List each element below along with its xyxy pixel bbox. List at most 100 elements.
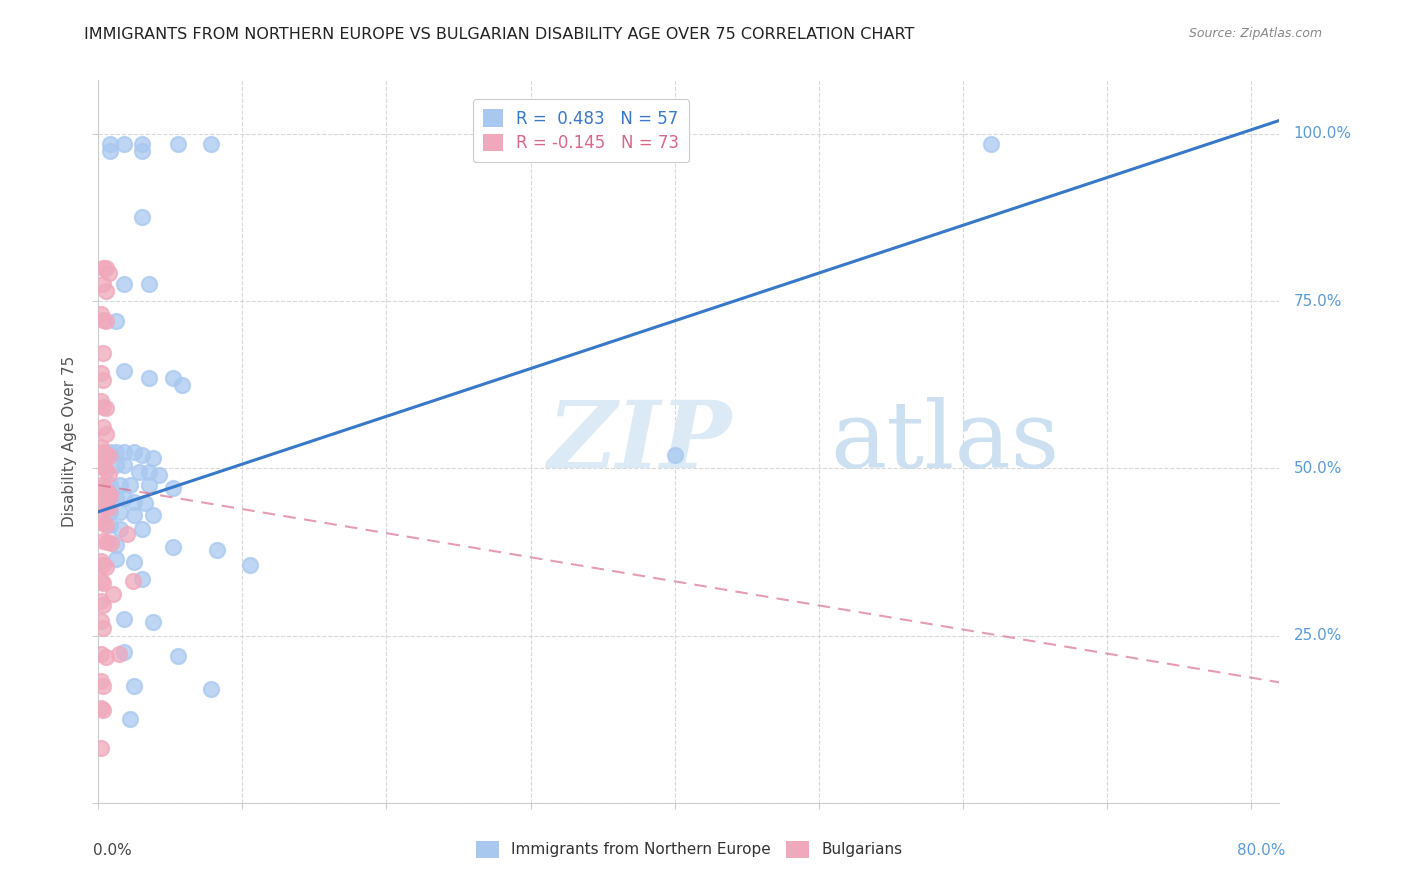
Point <box>124 555 146 569</box>
Point <box>90 553 112 568</box>
Point <box>90 478 112 492</box>
Legend: Immigrants from Northern Europe, Bulgarians: Immigrants from Northern Europe, Bulgari… <box>470 835 908 863</box>
Point <box>142 615 165 630</box>
Point <box>91 496 114 510</box>
Point <box>98 136 121 151</box>
Point <box>1354 254 1376 268</box>
Text: Source: ZipAtlas.com: Source: ZipAtlas.com <box>1188 27 1322 40</box>
Point <box>91 400 114 414</box>
Text: 25.0%: 25.0% <box>1294 628 1341 643</box>
Point <box>131 448 153 462</box>
Point <box>91 480 114 494</box>
Point <box>91 576 114 591</box>
Point <box>94 500 117 514</box>
Point <box>97 266 120 280</box>
Point <box>200 136 222 151</box>
Point <box>162 482 184 496</box>
Point <box>112 136 135 151</box>
Point <box>104 491 127 506</box>
Point <box>90 307 112 322</box>
Point <box>104 538 127 552</box>
Point <box>134 496 156 510</box>
Point <box>97 501 120 516</box>
Y-axis label: Disability Age Over 75: Disability Age Over 75 <box>62 356 77 527</box>
Point <box>664 448 686 462</box>
Text: 75.0%: 75.0% <box>1294 293 1341 309</box>
Point <box>91 599 114 613</box>
Point <box>90 701 112 715</box>
Point <box>128 465 150 479</box>
Point <box>166 136 188 151</box>
Point <box>166 648 188 663</box>
Point <box>98 144 121 158</box>
Point <box>97 487 120 501</box>
Point <box>90 440 112 454</box>
Point <box>91 516 114 530</box>
Point <box>96 534 118 549</box>
Point <box>97 450 120 464</box>
Text: 100.0%: 100.0% <box>1294 127 1351 141</box>
Point <box>104 314 127 328</box>
Point <box>97 467 120 481</box>
Point <box>205 542 228 557</box>
Point <box>91 558 114 573</box>
Point <box>98 505 121 519</box>
Point <box>94 401 117 416</box>
Point <box>131 144 153 158</box>
Point <box>90 614 112 628</box>
Point <box>124 444 146 458</box>
Point <box>91 313 114 327</box>
Point <box>120 712 142 726</box>
Point <box>90 594 112 608</box>
Point <box>124 508 146 523</box>
Point <box>104 458 127 472</box>
Point <box>104 551 127 566</box>
Text: 0.0%: 0.0% <box>93 843 131 857</box>
Point <box>115 526 138 541</box>
Point <box>142 508 165 523</box>
Point <box>112 645 135 659</box>
Point <box>131 211 153 225</box>
Point <box>112 458 135 472</box>
Point <box>138 478 160 492</box>
Point <box>91 533 114 548</box>
Point <box>108 521 131 535</box>
Point <box>94 560 117 574</box>
Point <box>131 572 153 586</box>
Point <box>94 284 117 298</box>
Point <box>142 451 165 466</box>
Point <box>94 260 117 275</box>
Point <box>91 420 114 434</box>
Point <box>131 521 153 535</box>
Point <box>91 460 114 475</box>
Point <box>131 136 153 151</box>
Point <box>239 558 262 573</box>
Point <box>138 371 160 385</box>
Point <box>91 277 114 292</box>
Point <box>101 587 124 601</box>
Text: 50.0%: 50.0% <box>1294 461 1341 475</box>
Point <box>94 518 117 533</box>
Point <box>122 574 145 588</box>
Point <box>170 377 193 392</box>
Point <box>120 478 142 492</box>
Point <box>90 458 112 472</box>
Point <box>148 467 170 482</box>
Point <box>124 679 146 693</box>
Point <box>90 394 112 409</box>
Point <box>124 494 146 508</box>
Text: atlas: atlas <box>831 397 1060 486</box>
Point <box>91 679 114 693</box>
Point <box>98 491 121 506</box>
Point <box>90 493 112 508</box>
Point <box>91 444 114 458</box>
Point <box>108 505 131 519</box>
Text: ZIP: ZIP <box>547 397 731 486</box>
Text: IMMIGRANTS FROM NORTHERN EUROPE VS BULGARIAN DISABILITY AGE OVER 75 CORRELATION : IMMIGRANTS FROM NORTHERN EUROPE VS BULGA… <box>84 27 915 42</box>
Point <box>94 483 117 497</box>
Point <box>112 364 135 378</box>
Point <box>98 478 121 492</box>
Point <box>91 703 114 717</box>
Point <box>90 648 112 662</box>
Point <box>91 346 114 360</box>
